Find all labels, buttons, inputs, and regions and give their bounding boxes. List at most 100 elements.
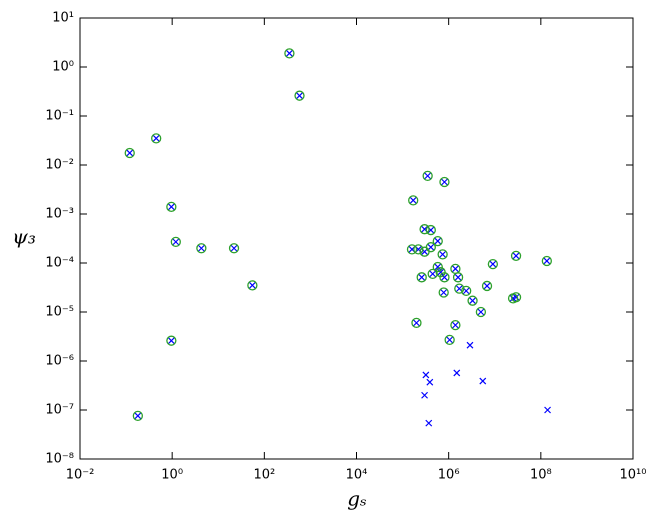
point bbox=[451, 321, 459, 329]
point bbox=[434, 237, 442, 245]
point bbox=[437, 249, 448, 260]
point bbox=[454, 283, 465, 294]
point bbox=[477, 308, 485, 316]
point bbox=[481, 280, 493, 292]
x-tick-label: 10¹⁰ bbox=[620, 468, 647, 483]
point bbox=[285, 49, 293, 57]
point bbox=[461, 285, 472, 297]
point bbox=[429, 270, 437, 278]
point bbox=[441, 178, 448, 186]
point bbox=[475, 306, 487, 318]
plot-frame bbox=[79, 17, 634, 460]
point bbox=[426, 378, 434, 386]
point bbox=[172, 238, 180, 246]
point bbox=[230, 244, 238, 252]
point bbox=[541, 255, 552, 267]
y-tick-label: 10⁻⁶ bbox=[45, 354, 74, 369]
point bbox=[422, 170, 433, 182]
point bbox=[434, 263, 442, 271]
point bbox=[510, 292, 522, 303]
y-tick-label: 10⁻⁷ bbox=[45, 403, 74, 418]
y-tick-label: 10⁰ bbox=[52, 60, 74, 75]
point bbox=[435, 267, 446, 278]
point bbox=[453, 369, 461, 377]
point bbox=[489, 260, 497, 268]
point bbox=[421, 391, 428, 399]
point bbox=[166, 335, 177, 346]
point bbox=[432, 235, 443, 247]
y-tick-label: 10⁻⁵ bbox=[45, 305, 74, 320]
point bbox=[170, 236, 181, 248]
point bbox=[440, 289, 448, 296]
point bbox=[416, 272, 427, 283]
point bbox=[411, 317, 422, 329]
point bbox=[483, 282, 491, 290]
y-tick-label: 10⁻⁸ bbox=[45, 452, 74, 467]
point bbox=[439, 272, 450, 283]
point bbox=[454, 273, 462, 281]
point bbox=[427, 268, 438, 280]
point bbox=[425, 242, 436, 253]
point bbox=[134, 412, 142, 420]
x-axis-label: gₛ bbox=[347, 487, 367, 511]
point bbox=[167, 337, 175, 345]
point bbox=[450, 319, 461, 331]
x-tick-label: 10⁶ bbox=[438, 468, 460, 483]
x-tick-label: 10⁰ bbox=[161, 468, 183, 483]
point bbox=[543, 257, 551, 265]
point bbox=[544, 406, 551, 414]
point bbox=[166, 201, 177, 212]
point bbox=[439, 176, 450, 188]
y-tick-label: 10⁻³ bbox=[45, 207, 74, 222]
point bbox=[452, 272, 464, 283]
point bbox=[444, 334, 455, 346]
point bbox=[422, 371, 430, 379]
point bbox=[451, 265, 459, 273]
point bbox=[296, 92, 303, 100]
y-axis-label: ψ₃ bbox=[12, 225, 36, 249]
point bbox=[247, 280, 258, 291]
point bbox=[294, 90, 305, 101]
point bbox=[406, 244, 418, 255]
point bbox=[413, 244, 424, 255]
point bbox=[408, 195, 419, 206]
x-tick-label: 10² bbox=[253, 468, 275, 483]
point bbox=[446, 336, 454, 344]
point bbox=[167, 203, 175, 211]
point bbox=[467, 295, 478, 306]
point bbox=[132, 410, 143, 421]
point bbox=[419, 224, 430, 235]
x-tick-label: 10⁴ bbox=[346, 468, 368, 483]
point bbox=[413, 319, 420, 327]
point bbox=[248, 281, 256, 289]
point bbox=[438, 287, 449, 298]
y-tick-label: 10¹ bbox=[52, 11, 74, 26]
point bbox=[439, 250, 447, 258]
point bbox=[197, 244, 205, 252]
point bbox=[196, 243, 207, 254]
point bbox=[479, 377, 487, 385]
point bbox=[424, 172, 432, 180]
point bbox=[432, 261, 443, 273]
y-tick-label: 10⁻¹ bbox=[45, 109, 74, 124]
y-tick-label: 10⁻² bbox=[45, 158, 74, 173]
point bbox=[409, 196, 417, 204]
x-tick-label: 10⁻² bbox=[66, 468, 95, 483]
point bbox=[126, 149, 134, 157]
point bbox=[437, 268, 445, 276]
y-tick-label: 10⁻⁴ bbox=[45, 256, 74, 271]
point bbox=[124, 147, 135, 159]
point bbox=[418, 273, 426, 281]
point bbox=[284, 48, 295, 59]
point bbox=[512, 252, 520, 260]
point bbox=[425, 224, 436, 236]
point bbox=[441, 273, 448, 281]
point bbox=[425, 419, 433, 427]
point bbox=[466, 341, 474, 349]
point bbox=[487, 258, 499, 270]
point bbox=[152, 134, 160, 142]
point bbox=[151, 133, 162, 144]
point bbox=[469, 297, 476, 305]
point bbox=[510, 250, 522, 261]
